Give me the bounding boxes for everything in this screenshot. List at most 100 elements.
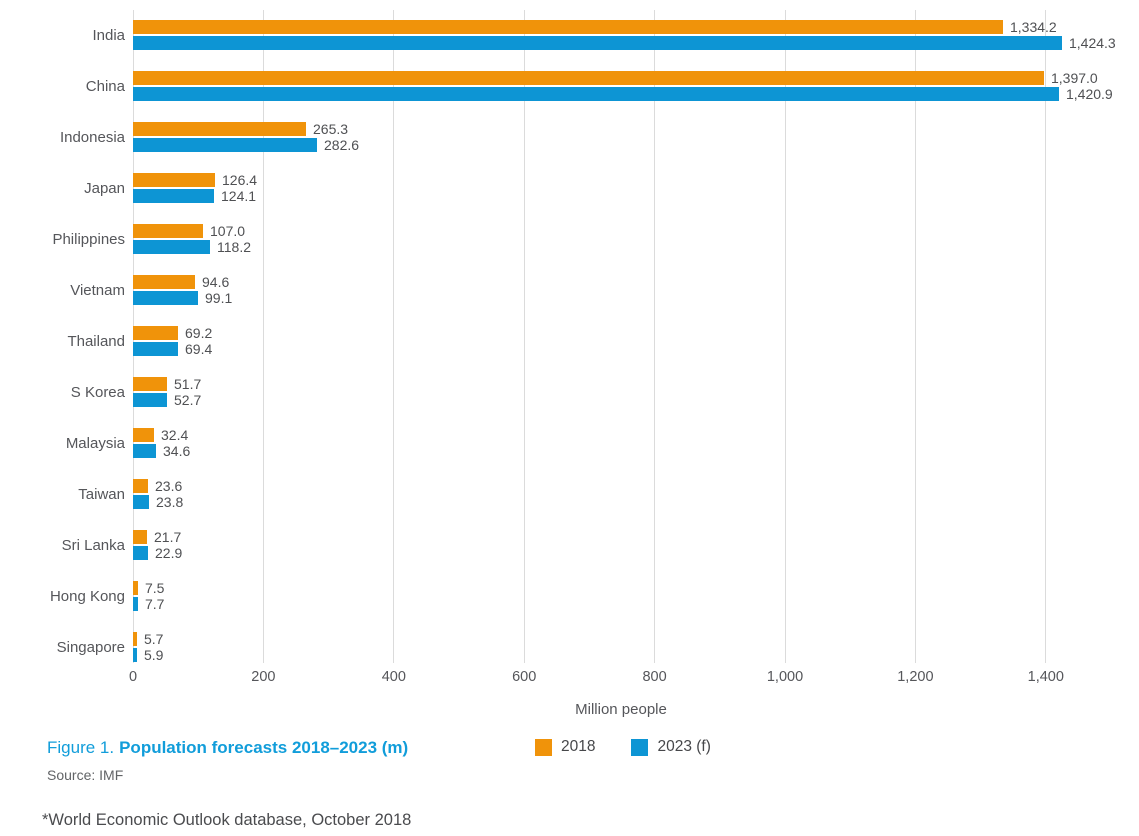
bar-2023 — [133, 546, 148, 560]
figure-label: Figure 1. — [47, 738, 115, 757]
x-tick-label: 800 — [642, 669, 667, 685]
bar-2018 — [133, 326, 178, 340]
value-label-2023: 23.8 — [156, 494, 184, 510]
bar-group: 94.6 99.1 — [133, 265, 1109, 316]
legend-label: 2018 — [561, 738, 596, 755]
plot-area: 1,334.2 1,424.3 1,397.0 1,420.9 265.3 282.6 12… — [132, 10, 1116, 663]
gridline — [1045, 10, 1047, 663]
value-label-2023: 99.1 — [205, 290, 233, 306]
category-label: S Korea — [70, 384, 125, 401]
gridline — [784, 10, 786, 663]
category-label: Indonesia — [59, 129, 125, 146]
bar-group: 107.0 118.2 — [133, 214, 1109, 265]
bar-group: 51.7 52.7 — [133, 367, 1109, 418]
gridline — [523, 10, 525, 663]
x-tick-label: 1,200 — [897, 669, 934, 685]
bar-group: 1,334.2 1,424.3 — [133, 10, 1116, 61]
bar-2023 — [133, 240, 210, 254]
bar-2023 — [133, 393, 167, 407]
bar-2018 — [133, 581, 138, 595]
bar-2018 — [133, 428, 154, 442]
value-label-2018: 5.7 — [144, 631, 164, 647]
gridline — [914, 10, 916, 663]
value-label-2018: 265.3 — [313, 121, 349, 137]
gridline — [654, 10, 656, 663]
value-label-2023: 118.2 — [217, 239, 251, 255]
bar-2023 — [133, 36, 1062, 50]
legend-item: 2023 (f) — [631, 738, 711, 756]
value-label-2023: 1,420.9 — [1066, 86, 1113, 102]
category-label: China — [85, 78, 125, 95]
legend: 2018 2023 (f) — [535, 738, 711, 756]
value-label-2018: 51.7 — [174, 376, 202, 392]
gridline — [262, 10, 264, 663]
value-label-2023: 5.9 — [144, 647, 164, 663]
value-label-2018: 1,334.2 — [1010, 19, 1057, 35]
bar-2023 — [133, 189, 214, 203]
bar-2023 — [133, 648, 137, 662]
bar-group: 69.2 69.4 — [133, 316, 1109, 367]
category-label: Thailand — [67, 333, 125, 350]
bar-2018 — [133, 530, 147, 544]
bar-2023 — [133, 597, 138, 611]
bar-2018 — [133, 224, 203, 238]
x-axis-title: Million people — [575, 701, 667, 718]
category-label: Japan — [84, 180, 125, 197]
bar-2023 — [133, 291, 198, 305]
category-label: Philippines — [52, 231, 125, 248]
bar-2023 — [133, 444, 156, 458]
value-label-2018: 21.7 — [154, 529, 182, 545]
bar-group: 21.7 22.9 — [133, 520, 1109, 571]
value-label-2023: 22.9 — [155, 545, 183, 561]
footnote-text: *World Economic Outlook database, Octobe… — [42, 811, 412, 829]
legend-swatch — [631, 738, 649, 756]
x-tick-label: 1,400 — [1027, 669, 1064, 685]
gridline — [393, 10, 395, 663]
value-label-2018: 69.2 — [185, 325, 213, 341]
bar-group: 7.5 7.7 — [133, 571, 1109, 622]
category-label: Singapore — [56, 639, 125, 656]
value-label-2023: 282.6 — [324, 137, 360, 153]
bar-group: 1,397.0 1,420.9 — [133, 61, 1113, 112]
bar-2018 — [133, 377, 167, 391]
category-label: Taiwan — [78, 486, 125, 503]
legend-swatch — [535, 738, 552, 756]
category-label: Malaysia — [65, 435, 125, 452]
value-label-2023: 124.1 — [221, 188, 257, 204]
bar-group: 265.3 282.6 — [133, 112, 1109, 163]
bar-2023 — [133, 87, 1059, 101]
value-label-2023: 52.7 — [174, 392, 202, 408]
bar-group: 126.4 124.1 — [133, 163, 1109, 214]
value-label-2018: 23.6 — [155, 478, 183, 494]
bar-2018 — [133, 122, 306, 136]
source-text: Source: IMF — [47, 767, 124, 783]
x-tick-label: 600 — [512, 669, 537, 685]
value-label-2018: 107.0 — [210, 223, 246, 239]
value-label-2018: 94.6 — [202, 274, 230, 290]
bar-2018 — [133, 479, 148, 493]
x-tick-label: 200 — [251, 669, 276, 685]
category-column: India China Indonesia Japan Philippines Vietn… — [0, 10, 125, 673]
x-tick-label: 1,000 — [766, 669, 804, 685]
value-label-2023: 1,424.3 — [1069, 35, 1116, 51]
x-axis: 0 200 400 600 800 1,000 1,200 1,400 — [129, 669, 1109, 687]
x-tick-label: 0 — [128, 669, 138, 685]
category-label: India — [92, 27, 125, 44]
value-label-2018: 126.4 — [222, 172, 258, 188]
value-label-2018: 1,397.0 — [1051, 70, 1098, 86]
category-label: Sri Lanka — [61, 537, 125, 554]
value-label-2023: 34.6 — [163, 443, 191, 459]
value-label-2018: 32.4 — [161, 427, 189, 443]
x-tick-label: 400 — [381, 669, 406, 685]
category-label: Vietnam — [70, 282, 125, 299]
legend-item: 2018 — [535, 738, 595, 756]
bar-2018 — [133, 632, 137, 646]
value-label-2023: 69.4 — [185, 341, 213, 357]
bar-group: 23.6 23.8 — [133, 469, 1109, 520]
bar-2023 — [133, 138, 317, 152]
legend-label: 2023 (f) — [657, 738, 711, 755]
value-label-2018: 7.5 — [145, 580, 165, 596]
bar-2018 — [133, 20, 1003, 34]
bar-group: 32.4 34.6 — [133, 418, 1109, 469]
